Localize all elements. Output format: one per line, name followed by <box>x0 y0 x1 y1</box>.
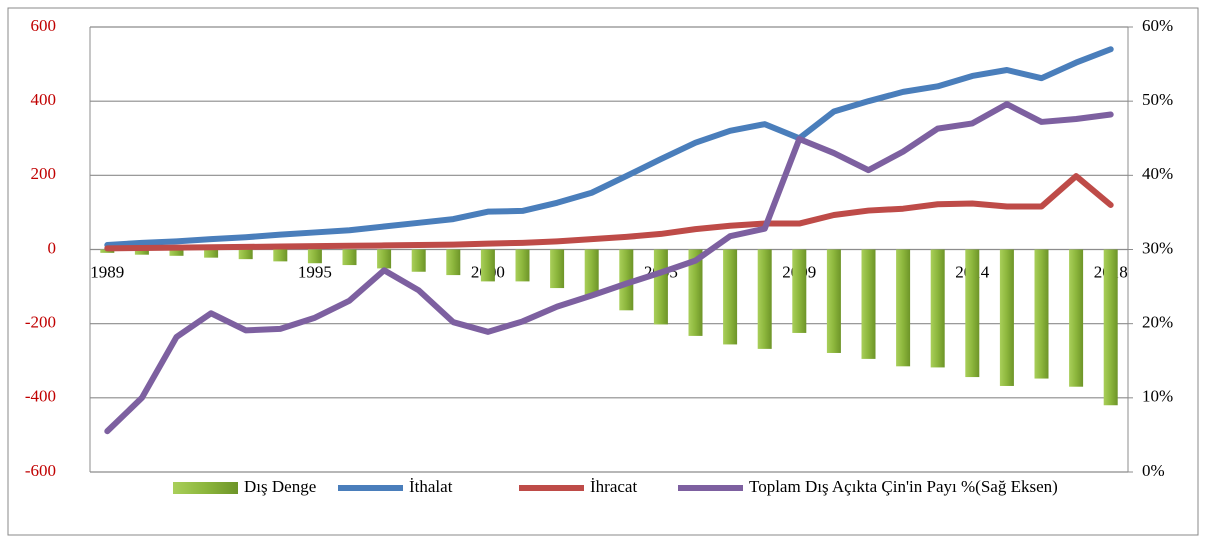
legend-label: Dış Denge <box>244 477 316 496</box>
bar <box>342 249 357 266</box>
bar <box>1103 249 1118 406</box>
y-tick-label: 0 <box>48 238 57 257</box>
x-tick-label: 1995 <box>298 262 332 281</box>
bar <box>688 249 703 336</box>
bar <box>550 249 565 289</box>
legend-swatch <box>173 482 238 494</box>
frame <box>7 7 1199 536</box>
bar <box>792 249 807 333</box>
y2-tick-label: 30% <box>1142 238 1173 257</box>
bar <box>619 249 634 311</box>
bar <box>861 249 876 359</box>
bar <box>204 249 219 258</box>
y-tick-label: 200 <box>31 164 57 183</box>
y2-tick-label: 0% <box>1142 461 1165 480</box>
line <box>104 46 1114 249</box>
bar <box>134 249 149 255</box>
bar <box>480 249 495 282</box>
bar <box>238 249 253 260</box>
y-tick-label: 600 <box>31 16 57 35</box>
bar <box>965 249 980 378</box>
bar <box>896 249 911 367</box>
y-tick-label: -200 <box>25 313 56 332</box>
y2-tick-label: 10% <box>1142 387 1173 406</box>
bar <box>515 249 530 282</box>
legend-label: Toplam Dış Açıkta Çin'in Payı %(Sağ Ekse… <box>749 477 1058 496</box>
y-tick-label: -600 <box>25 461 56 480</box>
bar <box>930 249 945 368</box>
bar <box>411 249 426 272</box>
y2-tick-label: 60% <box>1142 16 1173 35</box>
bar <box>307 249 322 264</box>
bar <box>584 249 599 296</box>
bar <box>169 249 184 256</box>
bar <box>1034 249 1049 379</box>
bar <box>1069 249 1084 387</box>
bar <box>377 249 392 269</box>
bar <box>446 249 461 276</box>
bar <box>826 249 841 353</box>
legend-label: İhracat <box>590 477 637 496</box>
bar <box>723 249 738 345</box>
bar <box>999 249 1014 386</box>
legend-label: İthalat <box>409 477 453 496</box>
y-tick-label: -400 <box>25 387 56 406</box>
y-tick-label: 400 <box>31 90 57 109</box>
bar <box>757 249 772 349</box>
bar <box>653 249 668 325</box>
x-tick-label: 1989 <box>90 262 124 281</box>
y2-tick-label: 50% <box>1142 90 1173 109</box>
bar <box>273 249 288 262</box>
y2-tick-label: 20% <box>1142 313 1173 332</box>
y2-tick-label: 40% <box>1142 164 1173 183</box>
line <box>104 173 1114 252</box>
line <box>104 101 1114 435</box>
